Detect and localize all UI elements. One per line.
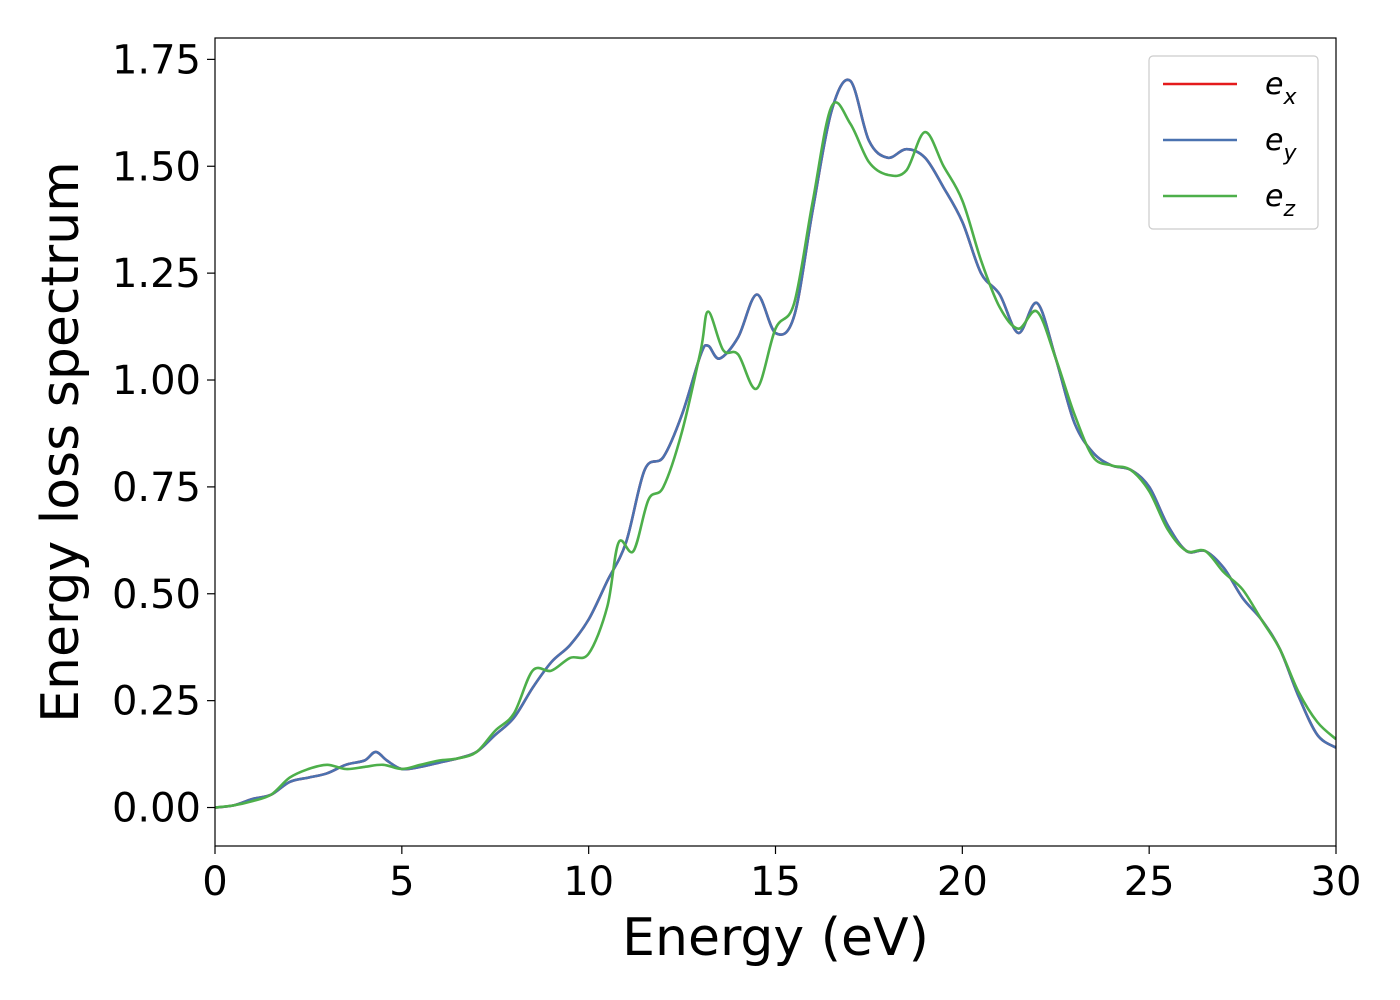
legend-label-ey: ey xyxy=(1265,123,1297,166)
y-tick-label: 0.25 xyxy=(112,679,201,725)
y-tick-label: 0.75 xyxy=(112,465,201,511)
x-tick-label: 5 xyxy=(389,859,414,905)
y-axis: 0.00 0.25 0.50 0.75 1.00 1.25 1.50 1.75 xyxy=(112,37,215,832)
y-tick-label: 0.50 xyxy=(112,572,201,618)
legend-box xyxy=(1148,55,1319,230)
x-axis-title: Energy (eV) xyxy=(622,908,929,968)
y-tick-label: 1.75 xyxy=(112,37,201,83)
legend-label-ex: ex xyxy=(1265,67,1297,110)
x-tick-label: 10 xyxy=(563,859,614,905)
x-tick-label: 25 xyxy=(1124,859,1175,905)
y-axis-title: Energy loss spectrum xyxy=(31,161,91,723)
x-tick-label: 30 xyxy=(1311,859,1362,905)
y-tick-label: 1.25 xyxy=(112,251,201,297)
x-tick-label: 0 xyxy=(202,859,227,905)
y-tick-label: 1.50 xyxy=(112,144,201,190)
series-line-ez xyxy=(215,101,1336,809)
x-axis: 0 5 10 15 20 25 30 xyxy=(202,846,1361,905)
y-tick-label: 0.00 xyxy=(112,786,201,832)
x-tick-label: 20 xyxy=(937,859,988,905)
legend-label-ez: ez xyxy=(1265,179,1295,222)
y-tick-label: 1.00 xyxy=(112,358,201,404)
x-tick-label: 15 xyxy=(750,859,801,905)
series-line-ey xyxy=(215,78,1336,809)
legend: ex ey ez xyxy=(1148,55,1319,230)
series-layer xyxy=(215,78,1336,809)
